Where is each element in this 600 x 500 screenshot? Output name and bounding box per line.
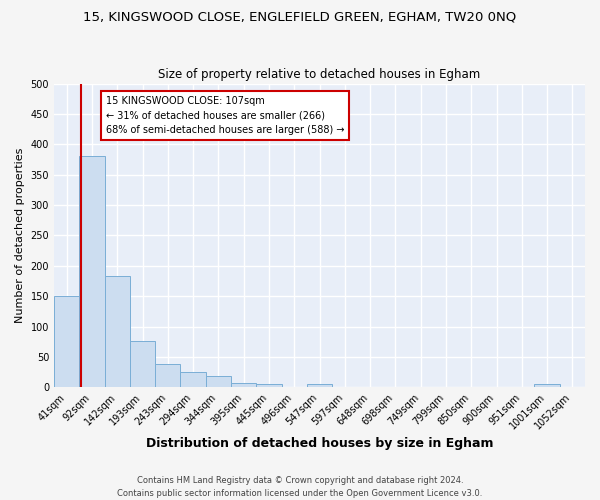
Text: Contains HM Land Registry data © Crown copyright and database right 2024.
Contai: Contains HM Land Registry data © Crown c… (118, 476, 482, 498)
Bar (535, 384, 560, 388)
Bar (104, 276, 130, 388)
Y-axis label: Number of detached properties: Number of detached properties (15, 148, 25, 323)
Bar (54, 296, 79, 388)
Bar (281, 386, 307, 388)
Bar (155, 364, 181, 388)
Bar (332, 386, 358, 388)
X-axis label: Distribution of detached houses by size in Egham: Distribution of detached houses by size … (146, 437, 493, 450)
Bar (206, 376, 231, 388)
Bar (79, 156, 104, 388)
Title: Size of property relative to detached houses in Egham: Size of property relative to detached ho… (158, 68, 481, 81)
Bar (181, 372, 206, 388)
Bar (256, 384, 281, 388)
Bar (307, 384, 332, 388)
Text: 15 KINGSWOOD CLOSE: 107sqm
← 31% of detached houses are smaller (266)
68% of sem: 15 KINGSWOOD CLOSE: 107sqm ← 31% of deta… (106, 96, 344, 136)
Text: 15, KINGSWOOD CLOSE, ENGLEFIELD GREEN, EGHAM, TW20 0NQ: 15, KINGSWOOD CLOSE, ENGLEFIELD GREEN, E… (83, 10, 517, 23)
Bar (130, 341, 155, 388)
Bar (231, 383, 256, 388)
